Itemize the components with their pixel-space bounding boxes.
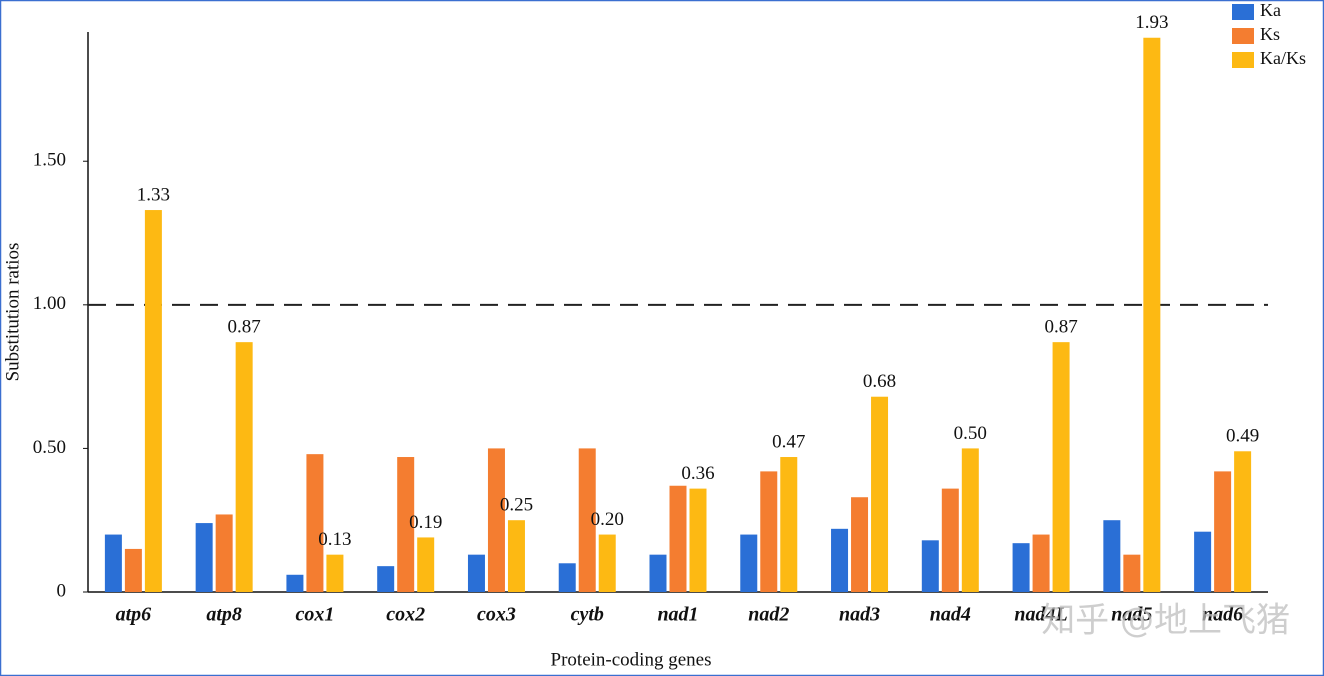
bar <box>941 488 959 592</box>
legend-label: Ka/Ks <box>1260 48 1306 68</box>
bar <box>1052 342 1070 592</box>
bar <box>831 528 849 592</box>
bar <box>961 448 979 592</box>
data-label: 0.50 <box>954 423 987 444</box>
bar <box>689 488 707 592</box>
legend-swatch <box>1232 52 1254 68</box>
bar <box>195 523 213 592</box>
legend-swatch <box>1232 28 1254 44</box>
bar <box>1032 534 1050 592</box>
bar <box>1194 531 1212 592</box>
bar <box>467 554 485 592</box>
bar <box>740 534 758 592</box>
bar <box>124 548 142 592</box>
x-tick-label: cox3 <box>477 604 516 626</box>
x-tick-label: nad6 <box>1202 604 1243 626</box>
data-label: 0.87 <box>228 317 261 338</box>
data-label: 0.87 <box>1044 317 1077 338</box>
legend-swatch <box>1232 4 1254 20</box>
data-label: 0.68 <box>863 371 896 392</box>
bar <box>921 540 939 592</box>
data-label: 0.47 <box>772 431 805 452</box>
data-label: 0.19 <box>409 512 442 533</box>
x-tick-label: atp6 <box>116 604 152 626</box>
bar <box>104 534 122 592</box>
x-tick-label: nad2 <box>748 604 789 626</box>
bar <box>871 396 889 592</box>
x-tick-label: cox1 <box>295 604 334 626</box>
data-label: 0.49 <box>1226 426 1259 447</box>
bar <box>1234 451 1252 592</box>
x-tick-label: nad5 <box>1111 604 1152 626</box>
bar <box>215 514 233 592</box>
data-label: 1.33 <box>137 184 170 205</box>
x-tick-label: nad3 <box>839 604 880 626</box>
y-tick-label: 1.00 <box>33 293 66 314</box>
bar <box>598 534 616 592</box>
bar <box>760 471 778 592</box>
bar <box>1143 37 1161 592</box>
bar <box>417 537 435 592</box>
x-tick-label: nad1 <box>657 604 698 626</box>
bar <box>326 554 344 592</box>
data-label: 0.25 <box>500 495 533 516</box>
bar <box>1214 471 1232 592</box>
bar <box>578 448 596 592</box>
bar <box>286 574 304 592</box>
bar <box>669 485 687 592</box>
watermark: 知乎 @地上飞猪 <box>1041 601 1290 641</box>
bar <box>1123 554 1141 592</box>
bar <box>1012 543 1030 592</box>
y-tick-label: 0.50 <box>33 437 66 458</box>
bar <box>144 210 162 593</box>
bar <box>397 457 415 592</box>
bar <box>487 448 505 592</box>
legend-label: Ks <box>1260 24 1280 44</box>
bar <box>558 563 576 592</box>
x-tick-label: nad4L <box>1014 604 1067 626</box>
bar <box>649 554 667 592</box>
data-label: 1.93 <box>1135 12 1168 33</box>
y-tick-label: 0 <box>57 580 67 601</box>
bar <box>1103 520 1121 592</box>
data-label: 0.13 <box>318 529 351 550</box>
y-tick-label: 1.50 <box>33 150 66 171</box>
data-label: 0.36 <box>681 463 714 484</box>
bar <box>851 497 869 592</box>
x-tick-label: atp8 <box>206 604 242 626</box>
bar <box>507 520 525 592</box>
x-axis-label: Protein-coding genes <box>551 649 712 670</box>
bar <box>780 457 798 592</box>
x-tick-label: nad4 <box>930 604 971 626</box>
bar <box>377 566 395 592</box>
y-axis-label: Substitution ratios <box>2 243 23 382</box>
bar <box>235 342 253 592</box>
x-tick-label: cytb <box>571 604 604 626</box>
bar <box>306 454 324 592</box>
x-tick-label: cox2 <box>386 604 425 626</box>
legend-label: Ka <box>1260 0 1281 20</box>
data-label: 0.20 <box>591 509 624 530</box>
